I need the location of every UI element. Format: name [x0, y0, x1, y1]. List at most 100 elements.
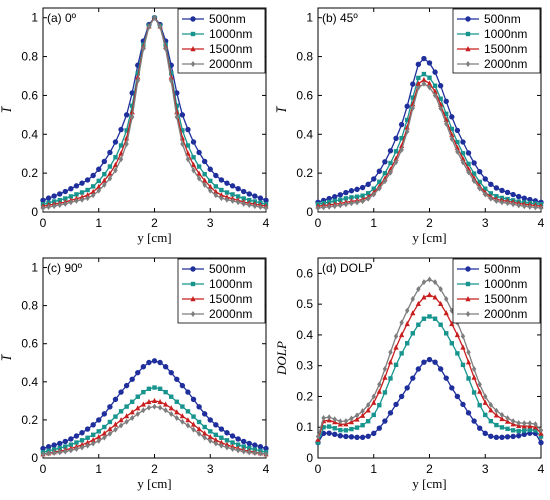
- data-point: [421, 80, 427, 87]
- data-point: [68, 185, 74, 192]
- data-point: [376, 388, 382, 394]
- data-point: [365, 433, 371, 439]
- data-point: [85, 439, 91, 445]
- data-point: [252, 449, 258, 456]
- data-point: [174, 109, 180, 115]
- data-point: [219, 442, 224, 449]
- data-point: [102, 171, 107, 177]
- data-point: [96, 187, 101, 194]
- data-point: [85, 187, 90, 193]
- data-point: [130, 415, 135, 422]
- data-point: [326, 203, 332, 210]
- data-point: [410, 310, 416, 316]
- x-tick-label: 2: [151, 216, 158, 230]
- data-point: [332, 198, 337, 204]
- data-point: [241, 196, 246, 201]
- data-point: [521, 195, 527, 201]
- data-point: [68, 436, 74, 442]
- data-point: [113, 426, 118, 433]
- data-point: [477, 185, 482, 192]
- data-point: [533, 428, 538, 433]
- data-point: [443, 310, 449, 316]
- legend-marker: [465, 281, 471, 287]
- legend-marker: [190, 46, 196, 52]
- data-point: [113, 155, 118, 160]
- data-point: [102, 424, 107, 430]
- data-point: [527, 427, 533, 433]
- legend-label: 1000nm: [209, 277, 252, 291]
- data-point: [444, 111, 449, 117]
- data-point: [185, 389, 191, 395]
- data-point: [207, 166, 213, 172]
- data-point: [388, 376, 393, 381]
- data-point: [196, 426, 202, 432]
- data-point: [354, 416, 360, 422]
- data-point: [258, 204, 263, 211]
- data-point: [123, 382, 130, 389]
- data-point: [382, 159, 388, 165]
- data-point: [213, 432, 219, 438]
- data-point: [213, 192, 219, 199]
- x-tick-label: 1: [370, 462, 377, 476]
- series-500nm: [40, 358, 269, 452]
- data-point: [224, 190, 230, 195]
- data-point: [382, 374, 388, 380]
- x-tick-label: 2: [426, 462, 433, 476]
- data-point: [426, 291, 433, 298]
- data-point: [359, 184, 366, 191]
- data-point: [421, 316, 427, 321]
- data-point: [432, 92, 438, 99]
- x-tick-label: 4: [263, 216, 270, 230]
- data-point: [152, 403, 157, 410]
- data-point: [471, 374, 477, 380]
- data-point: [477, 402, 482, 408]
- y-tick-label: 0.2: [296, 389, 313, 403]
- data-point: [432, 69, 438, 75]
- y-tick-label: 1: [306, 11, 313, 25]
- data-point: [510, 201, 516, 208]
- data-point: [376, 168, 383, 174]
- y-tick-label: 0.8: [21, 50, 38, 64]
- data-point: [101, 430, 107, 436]
- data-point: [505, 200, 510, 207]
- data-point: [174, 415, 179, 422]
- data-point: [398, 393, 405, 400]
- data-point: [135, 369, 141, 376]
- data-point: [371, 191, 376, 198]
- data-point: [96, 166, 102, 172]
- data-point: [343, 433, 349, 440]
- data-point: [371, 176, 377, 182]
- data-point: [169, 71, 174, 76]
- y-tick-label: 0.8: [21, 299, 38, 313]
- data-point: [405, 117, 410, 123]
- data-point: [84, 426, 91, 432]
- data-point: [208, 437, 213, 444]
- data-point: [488, 195, 494, 202]
- series-2000nm: [315, 276, 544, 440]
- data-point: [112, 161, 119, 168]
- data-point: [499, 434, 505, 440]
- data-point: [169, 410, 174, 417]
- data-point: [63, 196, 68, 201]
- data-point: [432, 359, 438, 365]
- data-point: [201, 158, 208, 165]
- data-point: [179, 413, 185, 419]
- data-point: [354, 434, 360, 440]
- data-point: [398, 121, 405, 128]
- data-point: [135, 77, 140, 84]
- data-point: [494, 422, 499, 428]
- data-point: [157, 386, 163, 392]
- x-tick-label: 2: [426, 216, 433, 230]
- data-point: [443, 375, 449, 381]
- legend-marker: [465, 266, 471, 272]
- data-point: [437, 366, 444, 372]
- data-point: [427, 276, 432, 283]
- data-point: [174, 103, 179, 108]
- data-point: [476, 169, 483, 175]
- data-point: [371, 430, 377, 437]
- data-point: [202, 430, 208, 436]
- data-point: [151, 358, 158, 364]
- data-point: [219, 195, 224, 202]
- data-point: [124, 141, 129, 147]
- y-tick-label: 0.4: [296, 328, 313, 342]
